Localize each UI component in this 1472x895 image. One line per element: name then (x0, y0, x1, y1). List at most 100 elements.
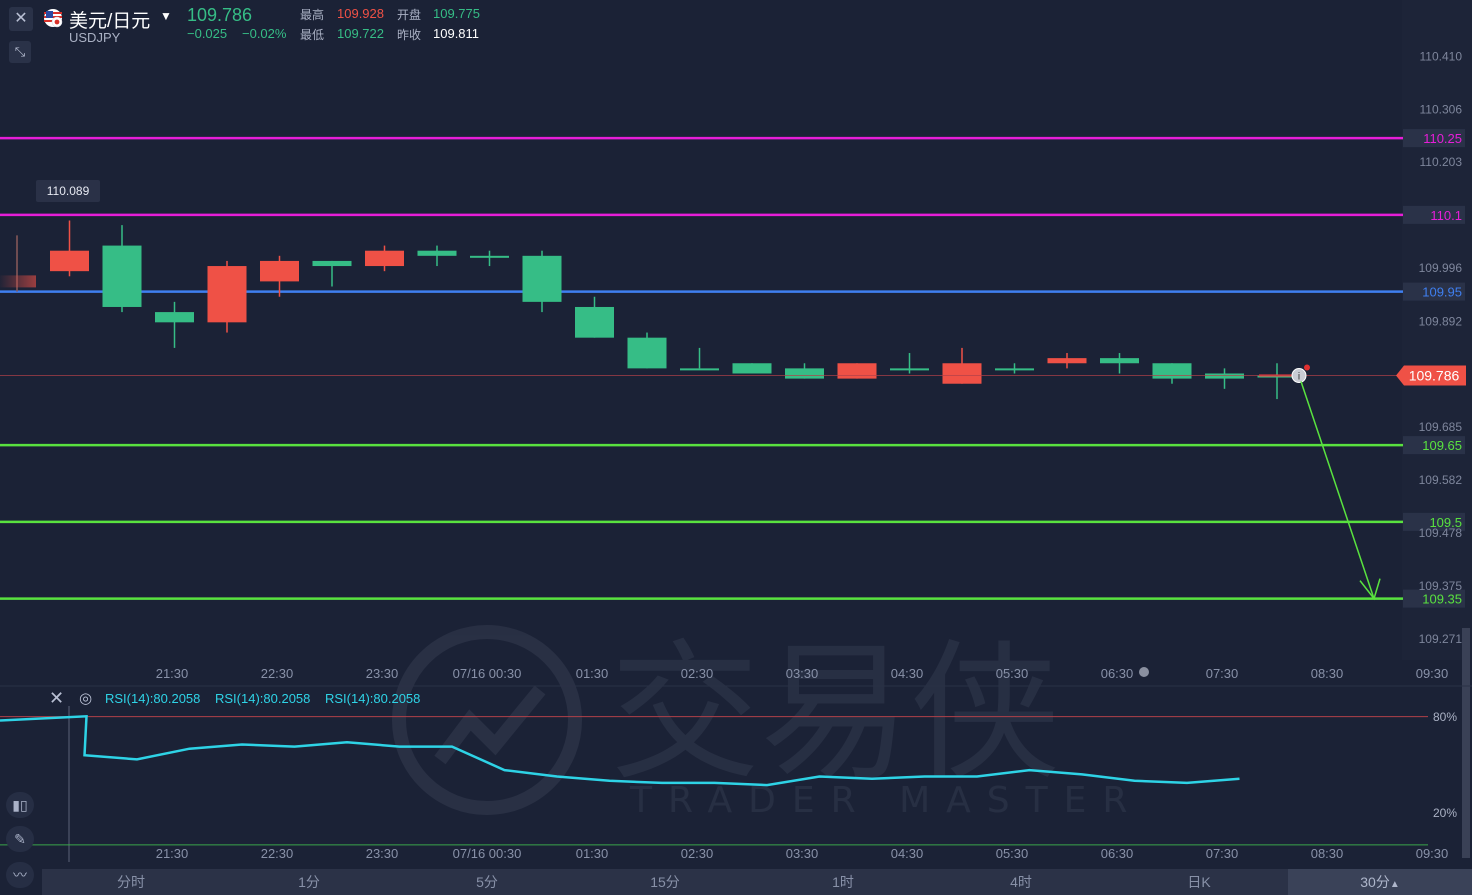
arrow-up-icon: ▲ (1389, 879, 1400, 890)
candle[interactable] (1257, 363, 1297, 400)
x-tick-label: 07:30 (1206, 666, 1239, 681)
period-fenshi[interactable]: 分时 (117, 874, 145, 890)
candle-body (1100, 358, 1139, 364)
candle[interactable] (1047, 353, 1087, 369)
close-icon: ✕ (14, 10, 28, 27)
candle-body (785, 368, 824, 379)
candle-body (995, 368, 1034, 371)
period-1hour[interactable]: 1时 (832, 874, 854, 890)
candle[interactable] (155, 301, 194, 348)
candle[interactable] (0, 235, 36, 292)
indicator-button[interactable]: 〰 (6, 862, 34, 888)
info-icon-glyph: i (1298, 372, 1300, 383)
collapse-icon: ⤡ (14, 44, 26, 59)
projection-arrow[interactable] (1300, 381, 1375, 599)
candle-icon: ▮▯ (12, 797, 28, 813)
candle-body (1047, 358, 1087, 364)
period-5min[interactable]: 5分 (476, 874, 498, 890)
candle[interactable] (942, 347, 982, 384)
support-label: 109.35 (1422, 592, 1462, 607)
candle[interactable] (522, 250, 562, 313)
high-marker-label: 110.089 (36, 180, 100, 202)
pencil-icon: ✎ (14, 831, 26, 847)
resistance-tag (1403, 205, 1465, 224)
dropdown-caret-icon[interactable]: ▼ (160, 9, 172, 23)
rsi-legend-2: RSI(14):80.2058 (215, 691, 311, 706)
y-tick-label: 109.478 (1419, 526, 1463, 540)
high-label: 最高 (300, 8, 325, 22)
close-chart-button[interactable]: ✕ (9, 7, 33, 31)
candle-body (50, 250, 89, 272)
candle[interactable] (995, 363, 1034, 374)
scroll-dot[interactable] (1139, 667, 1149, 677)
candle[interactable] (1205, 368, 1244, 389)
candle[interactable] (732, 363, 772, 374)
current-price-label: 109.786 (1409, 368, 1460, 384)
instrument-name[interactable]: 美元/日元 (69, 11, 151, 32)
rsi-legend-3: RSI(14):80.2058 (325, 691, 421, 706)
candle[interactable] (260, 255, 299, 297)
candle[interactable] (207, 260, 247, 333)
period-30min[interactable]: 30分▲ (1288, 869, 1472, 895)
period-4hour[interactable]: 4时 (1010, 874, 1032, 890)
candle[interactable] (785, 363, 824, 379)
price-change: −0.025 (187, 26, 228, 41)
candle[interactable] (312, 260, 352, 287)
candle-type-button[interactable]: ▮▯ (6, 792, 34, 818)
period-1min[interactable]: 1分 (298, 874, 320, 890)
candle[interactable] (470, 250, 509, 267)
draw-tool-button[interactable]: ✎ (6, 826, 34, 852)
watermark (392, 625, 582, 815)
price-change-pct: −0.02% (242, 26, 287, 41)
candle-body (155, 312, 194, 323)
support-tag (1403, 512, 1465, 531)
indicator-icon: 〰 (13, 867, 27, 883)
prev-close-label: 昨收 (397, 28, 422, 42)
rsi-x-tick-label: 07/16 00:30 (453, 846, 522, 861)
period-15min[interactable]: 15分 (650, 874, 680, 890)
open-label: 开盘 (397, 8, 422, 22)
x-tick-label: 05:30 (996, 666, 1029, 681)
high-value: 109.928 (337, 6, 384, 21)
rsi-close-button[interactable]: ✕ (49, 688, 65, 708)
x-tick-label: 08:30 (1311, 666, 1344, 681)
y-tick-label: 109.996 (1419, 261, 1463, 275)
rsi-x-tick-label: 07:30 (1206, 846, 1239, 861)
rsi-x-tick-label: 04:30 (891, 846, 924, 861)
x-tick-label: 01:30 (576, 666, 609, 681)
candle[interactable] (627, 332, 667, 369)
rsi-series-line (0, 714, 1240, 787)
period-daily[interactable]: 日K (1187, 874, 1211, 890)
collapse-button[interactable]: ⤡ (9, 41, 31, 63)
candle[interactable] (575, 296, 614, 338)
candle-body (522, 255, 562, 302)
candle-body (575, 306, 614, 338)
candle[interactable] (417, 245, 457, 267)
candle-body (470, 255, 509, 258)
x-tick-label: 02:30 (681, 666, 714, 681)
y-tick-label: 109.685 (1419, 420, 1463, 434)
volume-strip (1462, 628, 1470, 858)
candle[interactable] (365, 245, 404, 272)
eye-icon[interactable]: ◎ (79, 690, 93, 707)
x-tick-label: 09:30 (1416, 666, 1449, 681)
y-tick-label: 110.410 (1420, 49, 1463, 63)
candle[interactable] (1100, 353, 1139, 374)
candle[interactable] (837, 363, 877, 379)
low-label: 最低 (300, 28, 325, 42)
candle[interactable] (1152, 363, 1192, 384)
info-icon[interactable] (1291, 368, 1307, 384)
rsi-x-tick-label: 03:30 (786, 846, 819, 861)
candle[interactable] (680, 347, 719, 371)
rsi-level-low-label: 20% (1433, 806, 1458, 820)
candle[interactable] (890, 353, 929, 374)
low-value: 109.722 (337, 26, 384, 41)
rsi-x-tick-label: 02:30 (681, 846, 714, 861)
candle[interactable] (102, 225, 142, 313)
support-label: 109.5 (1429, 515, 1462, 530)
alert-dot (1304, 364, 1310, 371)
y-tick-label: 109.271 (1419, 632, 1463, 646)
candle[interactable] (50, 220, 89, 277)
